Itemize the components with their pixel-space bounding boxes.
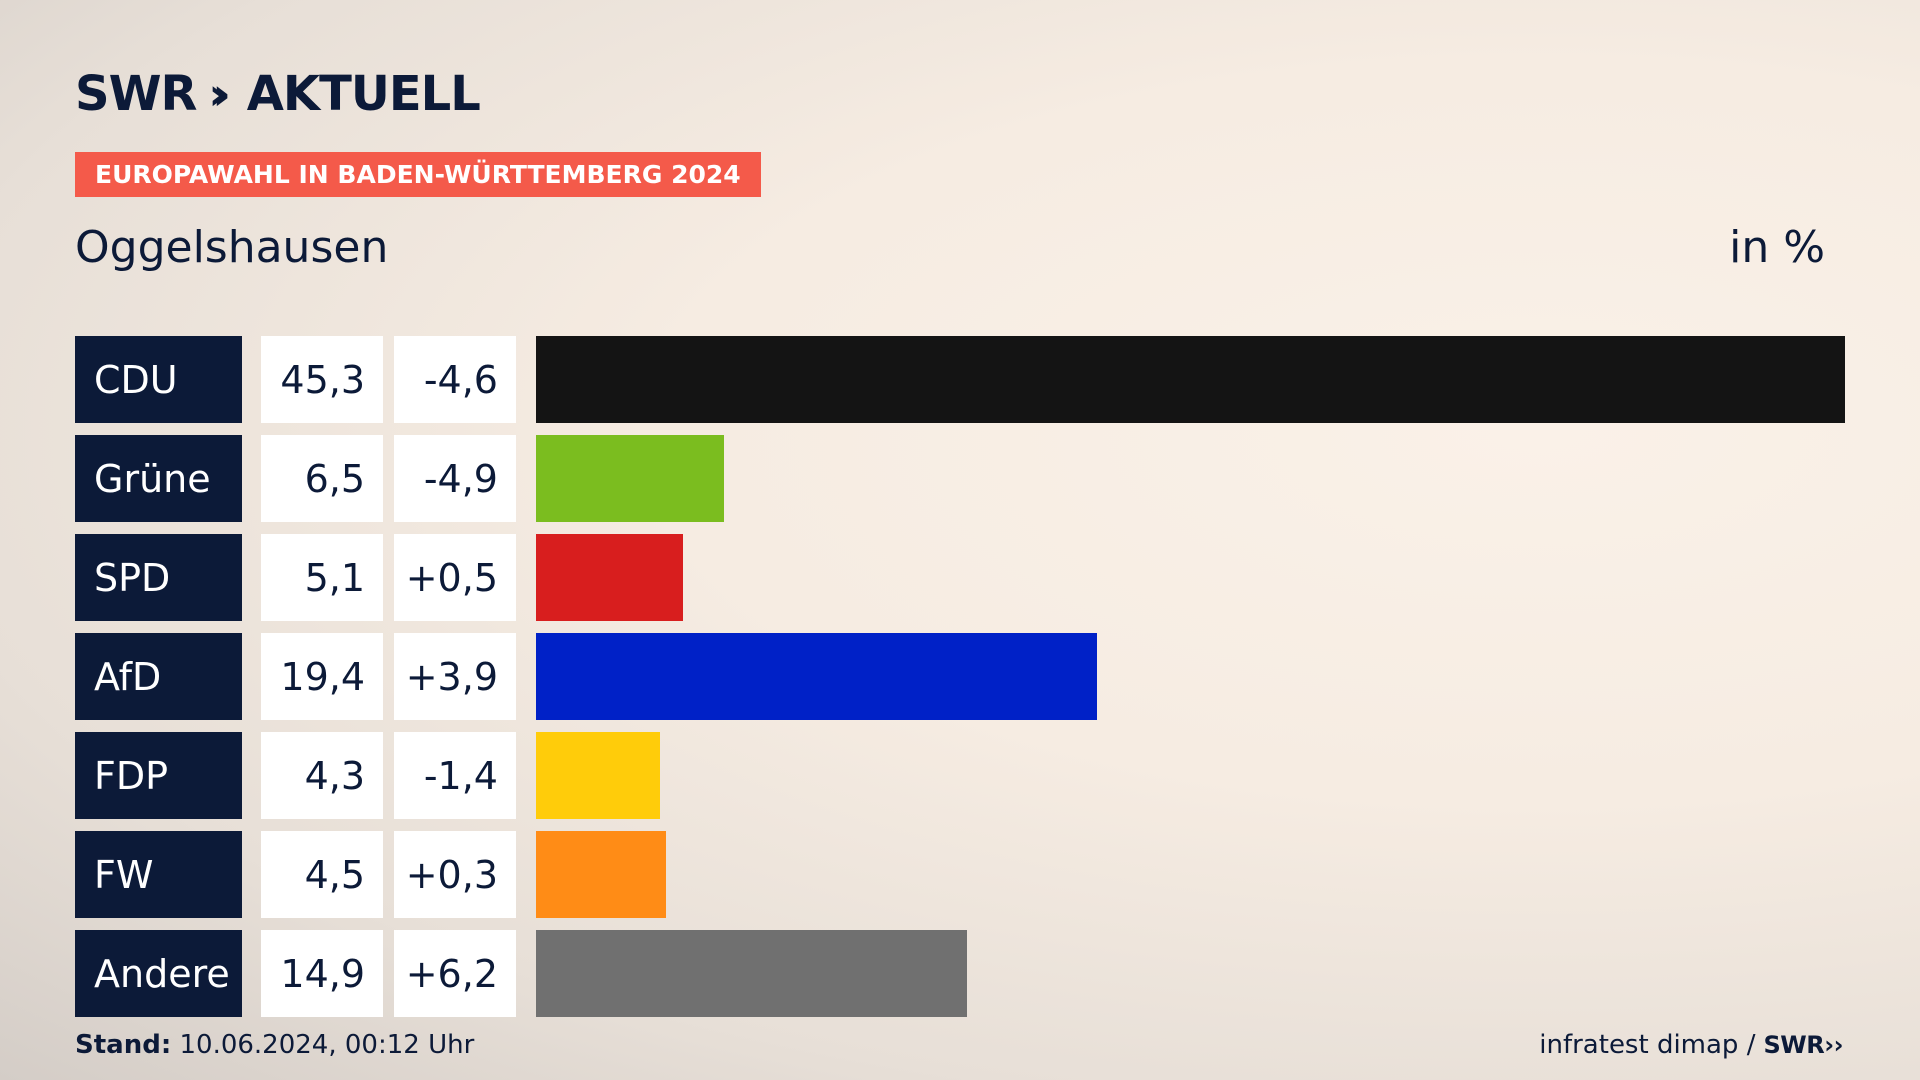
change-value: +6,2 — [394, 930, 516, 1017]
vote-share-value: 4,3 — [261, 732, 383, 819]
party-label: Andere — [75, 930, 242, 1017]
vote-share-value: 5,1 — [261, 534, 383, 621]
party-label: Grüne — [75, 435, 242, 522]
change-value: +0,5 — [394, 534, 516, 621]
swr-mini-text: SWR — [1763, 1031, 1825, 1059]
change-value: -1,4 — [394, 732, 516, 819]
party-label: SPD — [75, 534, 242, 621]
party-label: CDU — [75, 336, 242, 423]
stand-value: 10.06.2024, 00:12 Uhr — [179, 1030, 475, 1060]
change-value: +3,9 — [394, 633, 516, 720]
result-row-fw: FW 4,5 +0,3 — [75, 831, 1845, 918]
change-value: -4,6 — [394, 336, 516, 423]
result-row-andere: Andere 14,9 +6,2 — [75, 930, 1845, 1017]
vote-share-value: 19,4 — [261, 633, 383, 720]
swr-mini-logo: SWR›› — [1763, 1031, 1843, 1059]
party-label: FW — [75, 831, 242, 918]
chart-title: Oggelshausen — [75, 222, 389, 273]
result-bar — [536, 435, 724, 522]
result-bar — [536, 336, 1845, 423]
election-badge: EUROPAWAHL IN BADEN-WÜRTTEMBERG 2024 — [75, 152, 761, 197]
result-row-afd: AfD 19,4 +3,9 — [75, 633, 1845, 720]
vote-share-value: 45,3 — [261, 336, 383, 423]
swr-aktuell-logo: SWR ›› AKTUELL — [75, 64, 481, 124]
result-bar — [536, 732, 660, 819]
chevron-icon: ›› — [208, 68, 231, 120]
vote-share-value: 4,5 — [261, 831, 383, 918]
result-bar — [536, 930, 967, 1017]
result-row-spd: SPD 5,1 +0,5 — [75, 534, 1845, 621]
source-credit: infratest dimap / SWR›› — [1539, 1030, 1843, 1060]
logo-aktuell-text: AKTUELL — [246, 66, 481, 122]
result-bar — [536, 534, 683, 621]
stand-label: Stand: — [75, 1030, 172, 1060]
vote-share-value: 6,5 — [261, 435, 383, 522]
vote-share-value: 14,9 — [261, 930, 383, 1017]
result-bar — [536, 831, 666, 918]
party-label: FDP — [75, 732, 242, 819]
result-row-grüne: Grüne 6,5 -4,9 — [75, 435, 1845, 522]
result-bar — [536, 633, 1097, 720]
party-label: AfD — [75, 633, 242, 720]
result-row-fdp: FDP 4,3 -1,4 — [75, 732, 1845, 819]
change-value: +0,3 — [394, 831, 516, 918]
logo-swr-text: SWR — [75, 66, 197, 122]
source-text: infratest dimap / — [1539, 1030, 1756, 1060]
unit-label: in % — [1729, 222, 1825, 273]
result-row-cdu: CDU 45,3 -4,6 — [75, 336, 1845, 423]
change-value: -4,9 — [394, 435, 516, 522]
timestamp: Stand: 10.06.2024, 00:12 Uhr — [75, 1030, 474, 1060]
